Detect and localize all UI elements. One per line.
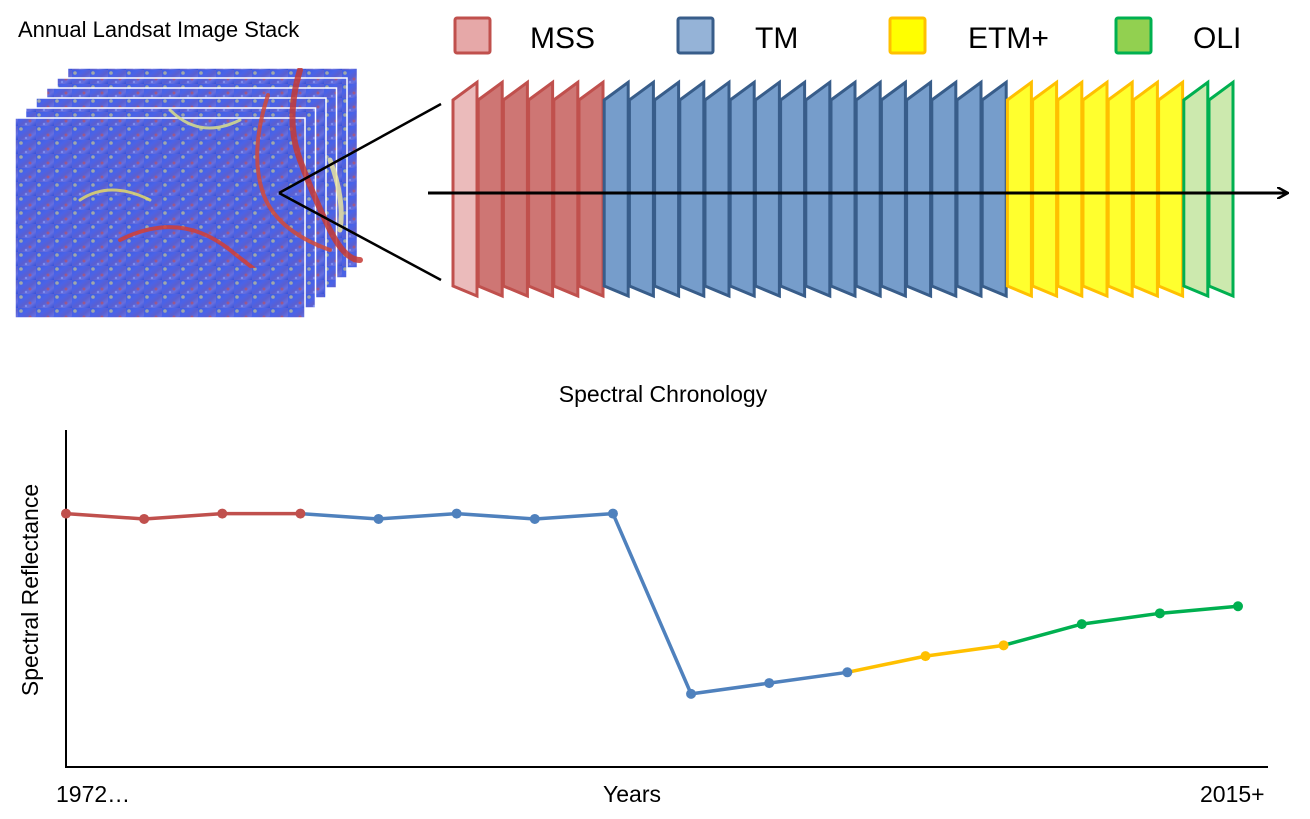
frame-tm [627,79,655,299]
x-start-label: 1972… [56,781,130,807]
data-point-tm [686,688,697,699]
series-segment [454,511,537,521]
data-point-tm [373,513,384,524]
frame-mss [527,79,555,299]
legend-swatch-etmplus [888,16,927,55]
data-point-oli [1154,608,1165,619]
series-segment [298,511,381,521]
frame-mss [451,79,479,299]
frame-tm [879,79,907,299]
chart-title: Spectral Chronology [559,381,768,407]
sensor-frames [451,79,1235,299]
series-segment [611,511,693,696]
legend-swatch-tm [676,16,715,55]
spectral-series [61,508,1243,699]
data-point-mss [139,513,150,524]
stack-image-feature [327,157,344,233]
series-segment [142,511,225,521]
y-axis-label: Spectral Reflectance [17,484,43,696]
frame-tm [779,79,807,299]
frame-tm [980,79,1008,299]
legend-swatch-oli [1114,16,1153,55]
legend-label-mss: MSS [530,22,595,55]
series-segment [64,511,146,521]
frame-etmplus [1005,79,1033,299]
frame-tm [678,79,706,299]
series-segment [767,670,850,685]
frame-tm [653,79,681,299]
stack-image-feature [255,93,332,252]
series-segment [1158,604,1240,616]
frame-oli [1207,79,1235,299]
stack-image-layer [14,117,306,319]
data-point-tm [764,678,775,689]
stack-image-feature [118,225,257,268]
data-point-tm [842,667,853,678]
frame-mss [577,79,605,299]
data-point-tm [529,513,540,524]
frame-tm [602,79,630,299]
stack-title: Annual Landsat Image Stack [18,17,300,42]
data-point-oli [1076,619,1087,630]
series-segment [845,654,928,675]
data-point-mss [295,508,306,519]
frame-tm [753,79,781,299]
sensor-legend: MSS TM ETM+ OLI [453,16,1241,55]
data-point-mss [217,508,228,519]
frame-tm [728,79,756,299]
series-segment [533,511,615,521]
frame-mss [476,79,504,299]
zoom-line-top [278,102,442,195]
x-end-label: 2015+ [1200,781,1265,807]
data-point-etmplus [998,640,1009,651]
zoom-line-bottom [278,191,442,282]
data-point-tm [607,508,618,519]
series-segment [923,643,1006,658]
frame-mss [501,79,529,299]
series-segment [689,681,771,696]
legend-swatch-mss [453,16,492,55]
frame-oli [1182,79,1210,299]
frame-etmplus [1131,79,1159,299]
stack-image-feature [168,108,242,130]
frame-tm [703,79,731,299]
frame-etmplus [1157,79,1185,299]
frame-etmplus [1056,79,1084,299]
data-point-mss [61,508,71,519]
frame-etmplus [1106,79,1134,299]
legend-label-etmplus: ETM+ [968,22,1049,55]
frame-tm [955,79,983,299]
legend-label-oli: OLI [1193,22,1241,55]
stack-image-feature [78,188,152,202]
frame-mss [552,79,580,299]
frame-etmplus [1081,79,1109,299]
frame-tm [930,79,958,299]
landsat-image-stack [14,67,363,319]
x-axis-label: Years [603,781,661,807]
stack-image-feature [289,68,363,263]
frame-tm [804,79,832,299]
frame-tm [854,79,882,299]
frame-tm [829,79,857,299]
frame-tm [905,79,933,299]
legend-label-tm: TM [755,22,798,55]
data-point-tm [451,508,462,519]
series-segment [1079,611,1162,626]
series-segment [1001,622,1084,648]
data-point-oli [1233,601,1243,612]
series-segment [376,511,459,521]
data-point-etmplus [920,651,931,662]
frame-etmplus [1031,79,1059,299]
